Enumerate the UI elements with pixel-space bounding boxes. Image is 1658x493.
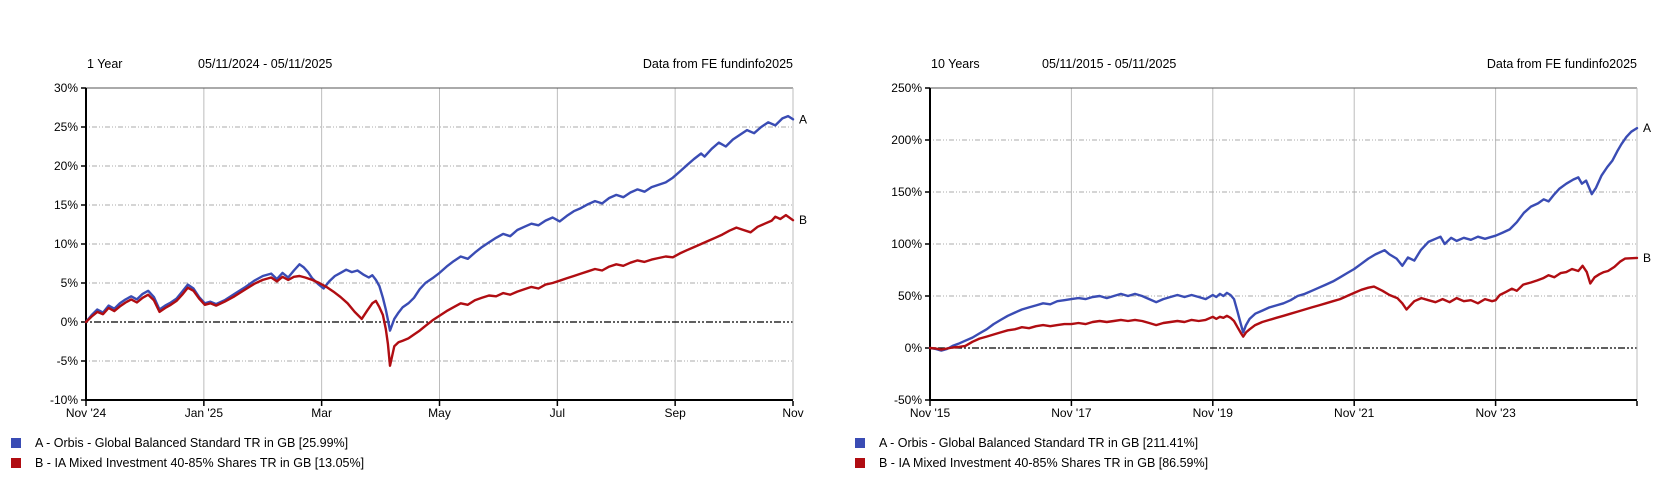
legend-item-a: A - Orbis - Global Balanced Standard TR … (855, 433, 1658, 453)
svg-text:Nov '24: Nov '24 (66, 406, 107, 420)
svg-text:Nov '21: Nov '21 (1334, 406, 1375, 420)
chart-date-range: 05/11/2024 - 05/11/2025 (198, 57, 333, 71)
svg-text:May: May (428, 406, 451, 420)
svg-text:-5%: -5% (57, 354, 79, 368)
plot-area-1-year: Nov '24 Jan '25 Mar May Jul Sep Nov 30% 25% 20% 15… (50, 81, 807, 420)
chart-source-note: Data from FE fundinfo2025 (642, 57, 793, 71)
svg-text:5%: 5% (61, 276, 79, 290)
svg-text:B: B (799, 213, 807, 227)
svg-text:Sep: Sep (664, 406, 686, 420)
svg-text:Nov: Nov (782, 406, 803, 420)
svg-text:30%: 30% (54, 81, 78, 95)
svg-text:Mar: Mar (311, 406, 332, 420)
svg-text:100%: 100% (891, 237, 922, 251)
svg-text:A: A (1643, 121, 1651, 135)
svg-text:250%: 250% (891, 81, 922, 95)
svg-text:0%: 0% (61, 315, 79, 329)
svg-text:10%: 10% (54, 237, 78, 251)
svg-text:25%: 25% (54, 120, 78, 134)
legend-label-b: B - IA Mixed Investment 40-85% Shares TR… (35, 456, 365, 470)
legend: A - Orbis - Global Balanced Standard TR … (11, 433, 829, 473)
legend-label-a: A - Orbis - Global Balanced Standard TR … (879, 436, 1199, 450)
svg-text:150%: 150% (891, 185, 922, 199)
svg-text:B: B (1643, 251, 1651, 265)
legend: A - Orbis - Global Balanced Standard TR … (855, 433, 1658, 473)
chart-10-years: 10 Years 05/11/2015 - 05/11/2025 Data fr… (845, 55, 1658, 473)
legend-label-b: B - IA Mixed Investment 40-85% Shares TR… (879, 456, 1209, 470)
legend-item-b: B - IA Mixed Investment 40-85% Shares TR… (11, 453, 829, 473)
chart-1-year: 1 Year 05/11/2024 - 05/11/2025 Data from… (1, 55, 829, 473)
legend-item-b: B - IA Mixed Investment 40-85% Shares TR… (855, 453, 1658, 473)
svg-text:Nov '15: Nov '15 (910, 406, 951, 420)
plot-area-10-years: Nov '15 Nov '17 Nov '19 Nov '21 Nov '23 250% 2… (891, 81, 1651, 420)
chart-header: 1 Year 05/11/2024 - 05/11/2025 Data from… (1, 55, 829, 77)
svg-text:Nov '23: Nov '23 (1475, 406, 1516, 420)
svg-text:20%: 20% (54, 159, 78, 173)
svg-text:Jan '25: Jan '25 (185, 406, 224, 420)
legend-swatch-b (11, 458, 21, 468)
svg-text:50%: 50% (898, 289, 922, 303)
svg-text:200%: 200% (891, 133, 922, 147)
legend-swatch-a (855, 438, 865, 448)
svg-text:15%: 15% (54, 198, 78, 212)
chart-period-title: 10 Years (931, 57, 980, 71)
legend-item-a: A - Orbis - Global Balanced Standard TR … (11, 433, 829, 453)
svg-text:-10%: -10% (50, 393, 78, 407)
svg-text:-50%: -50% (894, 393, 922, 407)
chart-period-title: 1 Year (87, 57, 123, 71)
chart-date-range: 05/11/2015 - 05/11/2025 (1042, 57, 1177, 71)
legend-label-a: A - Orbis - Global Balanced Standard TR … (35, 436, 349, 450)
svg-text:Nov '17: Nov '17 (1051, 406, 1092, 420)
chart-source-note: Data from FE fundinfo2025 (1486, 57, 1637, 71)
legend-swatch-b (855, 458, 865, 468)
legend-swatch-a (11, 438, 21, 448)
svg-text:Jul: Jul (550, 406, 565, 420)
svg-text:Nov '19: Nov '19 (1193, 406, 1234, 420)
chart-header: 10 Years 05/11/2015 - 05/11/2025 Data fr… (845, 55, 1658, 77)
svg-text:A: A (799, 112, 807, 126)
svg-text:0%: 0% (905, 341, 923, 355)
